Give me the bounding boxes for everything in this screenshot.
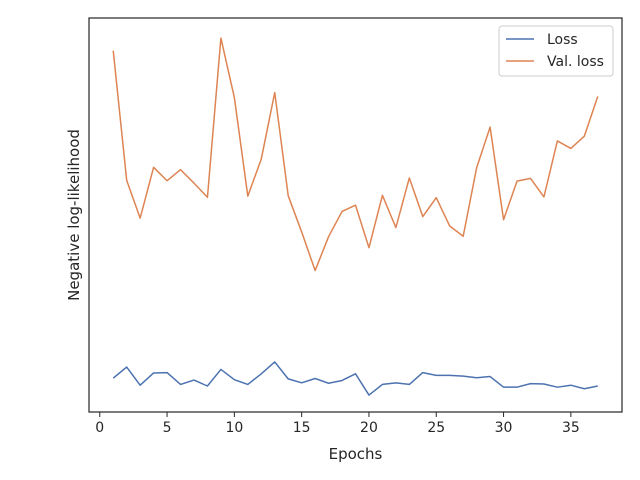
y-axis-label: Negative log-likelihood: [65, 129, 83, 301]
x-axis: 0 5 10 15 20 25 30 35: [95, 412, 580, 436]
legend: Loss Val. loss: [498, 25, 614, 77]
legend-label: Val. loss: [547, 54, 604, 70]
x-tick-label: 10: [225, 420, 243, 436]
legend-label: Loss: [547, 32, 578, 48]
plot-area: [88, 17, 623, 413]
x-tick-label: 30: [495, 420, 513, 436]
x-tick-label: 20: [360, 420, 378, 436]
x-tick-label: 35: [562, 420, 580, 436]
x-tick-label: 25: [427, 420, 445, 436]
x-tick-label: 15: [293, 420, 311, 436]
series-line-1: [112, 37, 599, 272]
x-tick-label: 5: [163, 420, 172, 436]
plot-frame: [88, 17, 623, 413]
x-tick-label: 0: [95, 420, 104, 436]
x-axis-label: Epochs: [329, 445, 383, 463]
series-line-0: [112, 361, 598, 396]
